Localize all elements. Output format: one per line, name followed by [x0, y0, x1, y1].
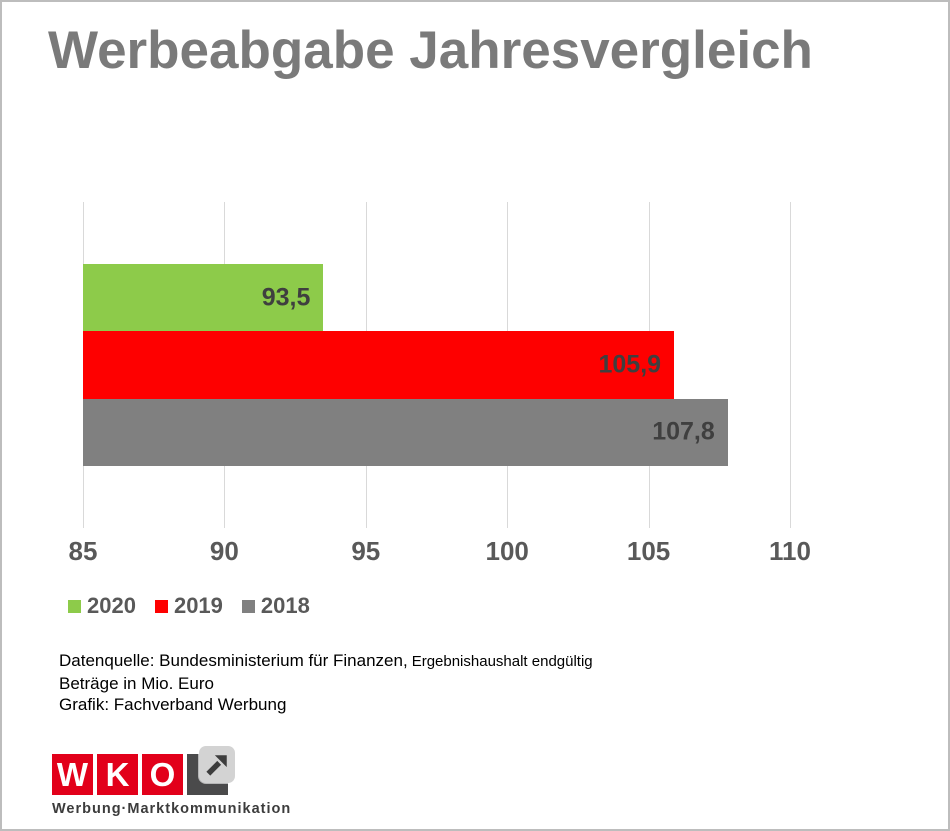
footer-notes: Datenquelle: Bundesministerium für Finan… [59, 650, 593, 716]
x-tick-label-100: 100 [485, 536, 529, 566]
source-note: Ergebnishaushalt endgültig [411, 653, 593, 670]
credit-line: Grafik: Fachverband Werbung [59, 695, 287, 714]
x-tick-label-105: 105 [626, 536, 671, 566]
bar-2019: 105,9 [83, 331, 675, 399]
x-tick-label-110: 110 [769, 536, 811, 566]
bar-value-label-2019: 105,9 [598, 350, 662, 379]
x-tick-label-95: 95 [351, 536, 381, 566]
x-tick-label-90: 90 [209, 536, 239, 566]
source-line: Datenquelle: Bundesministerium für Finan… [59, 650, 593, 673]
legend-swatch-2018 [241, 599, 255, 613]
legend-item-2019: 2019 [154, 593, 223, 619]
wko-logo: W K O [52, 746, 235, 795]
legend-label-2019: 2019 [173, 593, 223, 618]
amounts-line: Beträge in Mio. Euro [59, 673, 214, 693]
legend-label-2018: 2018 [260, 593, 310, 618]
bar-value-label-2018: 107,8 [652, 417, 715, 446]
gridline-110 [790, 202, 791, 528]
bar-2018: 107,8 [83, 398, 728, 466]
logo-letter-k: K [97, 754, 138, 795]
logo-arrow-square [187, 746, 235, 795]
logo-letter-w: W [52, 754, 93, 795]
arrow-up-right-icon [199, 746, 235, 783]
chart-title: Werbeabgabe Jahresvergleich [48, 21, 813, 80]
legend-item-2020: 2020 [68, 593, 136, 619]
x-tick-label-85: 85 [68, 536, 98, 566]
logo-caption: Werbung·Marktkommunikation [52, 801, 292, 817]
legend-swatch-2019 [154, 599, 168, 613]
bar-value-label-2020: 93,5 [261, 283, 311, 312]
legend-label-2020: 2020 [87, 593, 136, 618]
logo-letter-o: O [142, 754, 183, 795]
legend-swatch-2020 [68, 599, 81, 613]
legend-item-2018: 2018 [241, 593, 310, 619]
legend: 2020 2019 2018 [68, 593, 310, 619]
bar-2020: 93,5 [83, 264, 324, 332]
source-main: Datenquelle: Bundesministerium für Finan… [59, 651, 408, 670]
